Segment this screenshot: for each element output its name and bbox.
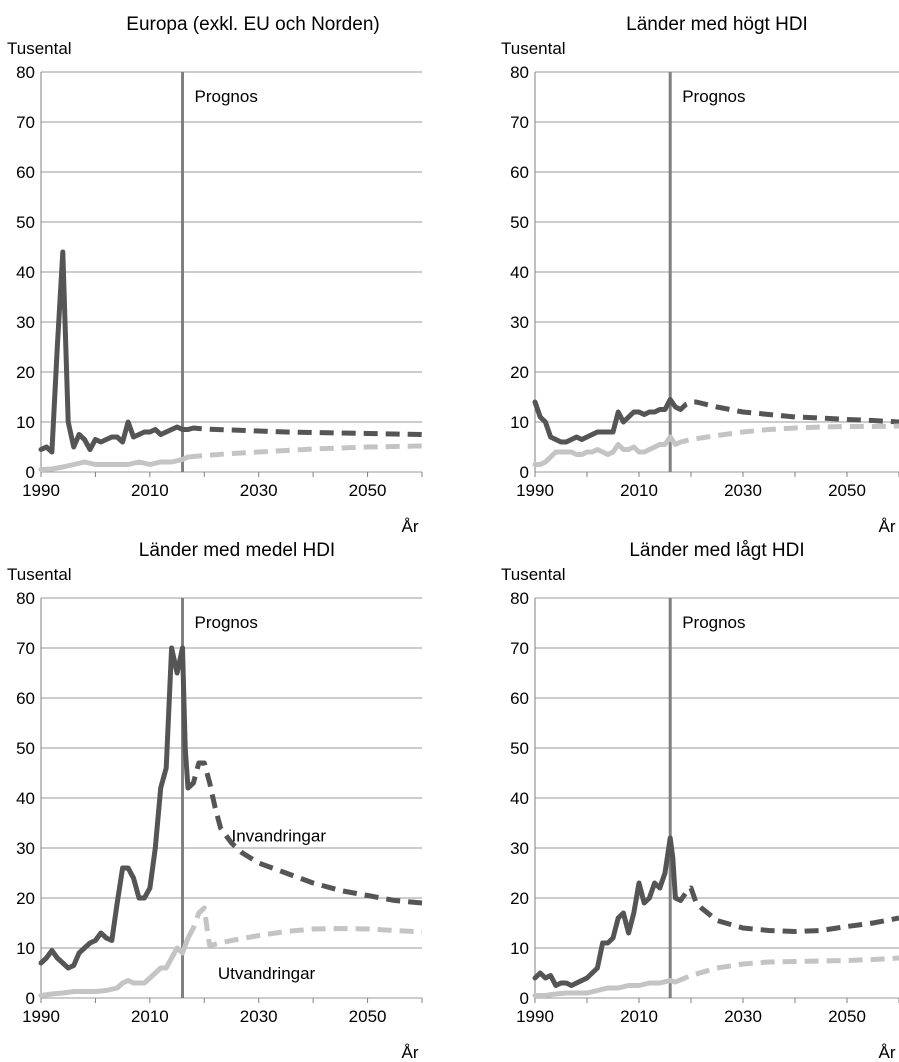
- y-axis-label: Tusental: [501, 565, 566, 584]
- y-tick-label: 70: [16, 639, 35, 658]
- series-line-utvandringar-historical: [532, 978, 678, 998]
- y-tick-label: 20: [16, 889, 35, 908]
- series-line-invandringar-historical: [38, 249, 191, 455]
- y-axis-label: Tusental: [501, 39, 566, 58]
- y-tick-label: 30: [16, 839, 35, 858]
- x-tick-label: 2010: [131, 1007, 169, 1026]
- y-tick-label: 20: [510, 889, 529, 908]
- y-tick-label: 50: [510, 739, 529, 758]
- chart-panel-3: Länder med medel HDITusental010203040506…: [7, 540, 423, 1062]
- y-tick-label: 80: [16, 589, 35, 608]
- y-tick-label: 50: [16, 213, 35, 232]
- x-tick-label: 1990: [22, 1007, 60, 1026]
- y-tick-label: 0: [26, 989, 35, 1008]
- x-axis-label: År: [402, 517, 419, 536]
- y-tick-label: 80: [16, 63, 35, 82]
- x-tick-label: 2010: [131, 481, 169, 500]
- y-tick-label: 10: [16, 413, 35, 432]
- x-axis-label: År: [879, 1043, 896, 1062]
- chart-title: Europa (exkl. EU och Norden): [126, 14, 379, 35]
- x-tick-label: 2010: [620, 481, 658, 500]
- chart-panel-2: Länder med högt HDITusental0102030405060…: [501, 14, 899, 536]
- x-axis-label: År: [879, 517, 896, 536]
- y-tick-label: 80: [510, 589, 529, 608]
- y-axis-label: Tusental: [7, 565, 72, 584]
- forecast-label: Prognos: [195, 613, 258, 632]
- series-line-invandringar-forecast: [186, 760, 423, 906]
- y-tick-label: 70: [510, 639, 529, 658]
- x-axis-label: År: [402, 1043, 419, 1062]
- annotation-label: Invandringar: [232, 827, 327, 846]
- y-tick-label: 60: [16, 163, 35, 182]
- series-line-invandringar-historical: [532, 835, 678, 988]
- series-line-utvandringar-forecast: [187, 443, 423, 460]
- y-tick-label: 60: [16, 689, 35, 708]
- y-tick-label: 50: [510, 213, 529, 232]
- y-tick-label: 40: [510, 263, 529, 282]
- chart-title: Länder med högt HDI: [626, 14, 808, 35]
- y-tick-label: 40: [16, 789, 35, 808]
- y-tick-label: 10: [510, 413, 529, 432]
- x-tick-label: 2030: [724, 481, 762, 500]
- series-line-utvandringar-forecast: [185, 905, 423, 948]
- x-tick-label: 2050: [349, 1007, 387, 1026]
- x-tick-label: 2010: [620, 1007, 658, 1026]
- x-tick-label: 1990: [22, 481, 60, 500]
- y-tick-label: 80: [510, 63, 529, 82]
- forecast-label: Prognos: [682, 613, 745, 632]
- y-tick-label: 30: [16, 313, 35, 332]
- y-tick-label: 10: [510, 939, 529, 958]
- series-line-invandringar-forecast: [674, 885, 899, 934]
- series-line-utvandringar-historical: [38, 454, 191, 472]
- forecast-label: Prognos: [195, 87, 258, 106]
- x-tick-label: 1990: [516, 481, 554, 500]
- y-tick-label: 0: [520, 989, 529, 1008]
- y-tick-label: 50: [16, 739, 35, 758]
- series-line-invandringar-forecast: [674, 399, 899, 425]
- y-tick-label: 0: [26, 463, 35, 482]
- x-tick-label: 2050: [828, 481, 866, 500]
- series-line-utvandringar-forecast: [674, 955, 899, 985]
- x-tick-label: 2030: [724, 1007, 762, 1026]
- x-tick-label: 2050: [349, 481, 387, 500]
- y-tick-label: 70: [510, 113, 529, 132]
- x-tick-label: 2030: [240, 1007, 278, 1026]
- series-line-invandringar-forecast: [187, 425, 423, 437]
- x-tick-label: 2030: [240, 481, 278, 500]
- y-tick-label: 30: [510, 313, 529, 332]
- series-line-utvandringar-forecast: [674, 423, 899, 447]
- forecast-label: Prognos: [682, 87, 745, 106]
- series-line-invandringar-historical: [38, 645, 191, 971]
- y-tick-label: 20: [510, 363, 529, 382]
- y-tick-label: 30: [510, 839, 529, 858]
- chart-title: Länder med lågt HDI: [629, 540, 804, 561]
- chart-title: Länder med medel HDI: [139, 540, 335, 561]
- y-tick-label: 40: [510, 789, 529, 808]
- x-tick-label: 2050: [828, 1007, 866, 1026]
- y-tick-label: 60: [510, 689, 529, 708]
- y-tick-label: 70: [16, 113, 35, 132]
- series-line-invandringar-historical: [532, 397, 678, 445]
- series-line-utvandringar-historical: [532, 434, 678, 467]
- annotation-label: Utvandringar: [218, 964, 316, 983]
- y-tick-label: 10: [16, 939, 35, 958]
- chart-panel-1: Europa (exkl. EU och Norden) Tusental 0 10 2…: [7, 14, 423, 536]
- chart-panel-4: Länder med lågt HDITusental0102030405060…: [501, 540, 899, 1062]
- series-line-utvandringar-historical: [38, 935, 191, 998]
- y-tick-label: 60: [510, 163, 529, 182]
- y-tick-label: 0: [520, 463, 529, 482]
- y-tick-label: 40: [16, 263, 35, 282]
- x-tick-label: 1990: [516, 1007, 554, 1026]
- y-tick-label: 20: [16, 363, 35, 382]
- y-axis-label: Tusental: [7, 39, 72, 58]
